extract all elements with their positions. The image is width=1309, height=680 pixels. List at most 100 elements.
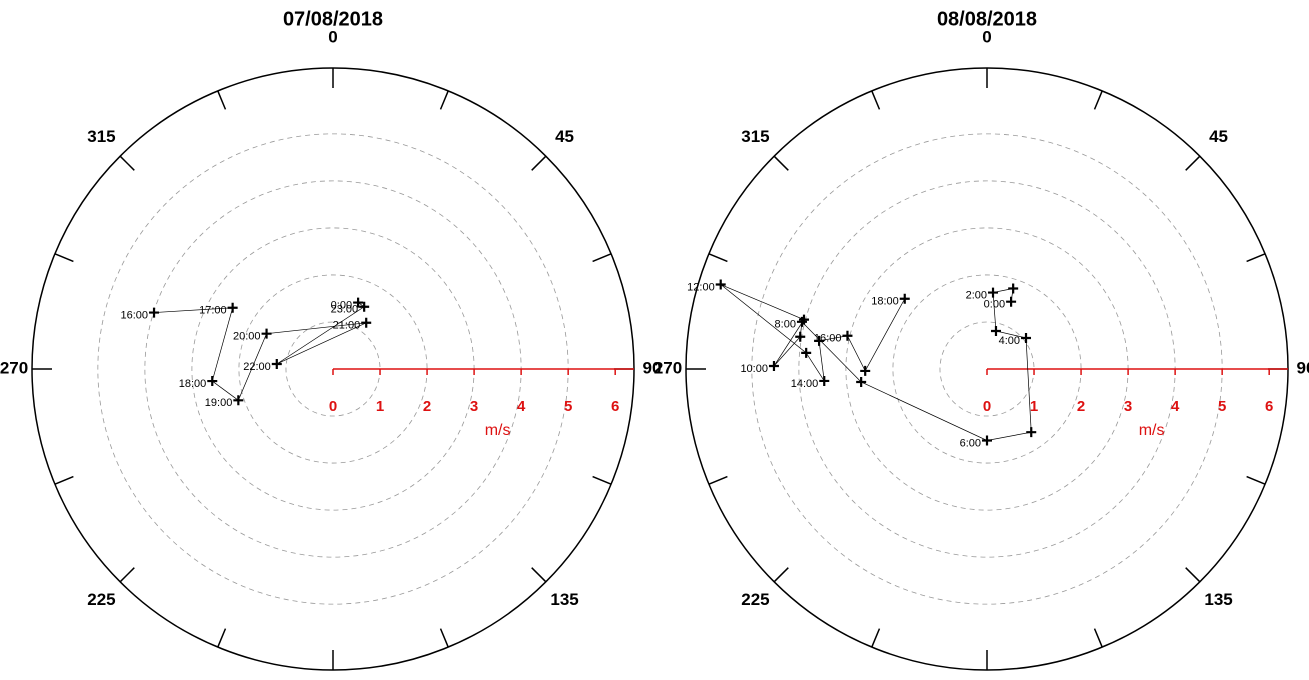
point bbox=[1008, 283, 1019, 294]
point bbox=[814, 335, 825, 346]
point bbox=[856, 377, 867, 388]
angle-label: 315 bbox=[87, 127, 115, 146]
r-tick-label: 1 bbox=[1030, 398, 1038, 415]
r-axis-label: m/s bbox=[485, 422, 511, 439]
outer-tick bbox=[773, 567, 789, 583]
outer-tick bbox=[773, 155, 789, 171]
outer-tick bbox=[531, 155, 547, 171]
point-label: 20:00 bbox=[233, 331, 261, 343]
outer-tick bbox=[1093, 90, 1103, 110]
point-label: 16:00 bbox=[814, 333, 842, 345]
point-label: 6:00 bbox=[960, 437, 981, 449]
angle-label: 315 bbox=[741, 127, 769, 146]
point bbox=[796, 316, 807, 327]
point bbox=[988, 287, 999, 298]
r-tick-label: 2 bbox=[423, 398, 431, 415]
point-label: 14:00 bbox=[791, 378, 819, 390]
point-label: 21:00 bbox=[333, 320, 361, 332]
chart-title: 07/08/2018 bbox=[283, 8, 383, 30]
point bbox=[361, 317, 372, 328]
point bbox=[271, 358, 282, 369]
outer-tick bbox=[217, 628, 227, 648]
r-tick-label: 4 bbox=[517, 398, 526, 415]
point-label: 8:00 bbox=[775, 319, 796, 331]
outer-tick bbox=[592, 253, 612, 263]
r-tick-label: 6 bbox=[1265, 398, 1273, 415]
angle-label: 135 bbox=[550, 590, 578, 609]
point bbox=[359, 301, 370, 312]
outer-tick bbox=[1246, 253, 1266, 263]
point bbox=[1021, 332, 1032, 343]
outer-tick bbox=[54, 475, 74, 485]
angle-label: 90 bbox=[1297, 358, 1309, 377]
angle-label: 225 bbox=[87, 590, 115, 609]
point bbox=[842, 330, 853, 341]
point-label: 10:00 bbox=[740, 363, 768, 375]
point bbox=[227, 302, 238, 313]
r-tick-label: 0 bbox=[329, 398, 337, 415]
outer-tick bbox=[871, 628, 881, 648]
outer-tick bbox=[119, 155, 135, 171]
point bbox=[353, 297, 364, 308]
point bbox=[207, 376, 218, 387]
point-label: 18:00 bbox=[179, 378, 207, 390]
outer-tick bbox=[1185, 567, 1201, 583]
r-tick-label: 3 bbox=[1124, 398, 1132, 415]
point bbox=[795, 331, 806, 342]
r-tick-label: 5 bbox=[1218, 398, 1226, 415]
point-label: 22:00 bbox=[243, 361, 271, 373]
angle-label: 270 bbox=[654, 358, 682, 377]
outer-tick bbox=[1185, 155, 1201, 171]
angle-label: 45 bbox=[555, 127, 574, 146]
point-label: 0:00 bbox=[331, 299, 352, 311]
angle-label: 135 bbox=[1204, 590, 1232, 609]
outer-tick bbox=[708, 475, 728, 485]
r-tick-label: 3 bbox=[470, 398, 478, 415]
outer-tick bbox=[119, 567, 135, 583]
point bbox=[819, 375, 830, 386]
point-label: 4:00 bbox=[999, 335, 1020, 347]
point-label: 16:00 bbox=[120, 309, 148, 321]
point bbox=[982, 435, 992, 446]
r-tick-label: 2 bbox=[1077, 398, 1085, 415]
point-label: 19:00 bbox=[205, 397, 233, 409]
point bbox=[801, 347, 812, 358]
point bbox=[1026, 427, 1037, 438]
point bbox=[860, 365, 871, 376]
r-tick-label: 5 bbox=[564, 398, 572, 415]
angle-label: 45 bbox=[1209, 127, 1228, 146]
r-tick-label: 0 bbox=[983, 398, 991, 415]
r-tick-label: 6 bbox=[611, 398, 619, 415]
point-label: 18:00 bbox=[871, 296, 899, 308]
outer-tick bbox=[439, 628, 449, 648]
r-tick-label: 1 bbox=[376, 398, 384, 415]
angle-label: 0 bbox=[328, 27, 337, 46]
r-tick-label: 4 bbox=[1171, 398, 1180, 415]
angle-label: 270 bbox=[0, 358, 28, 377]
point bbox=[261, 328, 272, 339]
outer-tick bbox=[439, 90, 449, 110]
point-label: 0:00 bbox=[984, 299, 1005, 311]
outer-tick bbox=[531, 567, 547, 583]
outer-tick bbox=[1246, 475, 1266, 485]
point bbox=[990, 326, 1001, 337]
r-axis-label: m/s bbox=[1139, 422, 1165, 439]
point-label: 17:00 bbox=[199, 305, 227, 317]
point bbox=[233, 395, 244, 406]
point bbox=[1006, 296, 1017, 307]
angle-label: 90 bbox=[643, 358, 662, 377]
angle-label: 0 bbox=[982, 27, 991, 46]
outer-tick bbox=[217, 90, 227, 110]
outer-tick bbox=[708, 253, 728, 263]
outer-tick bbox=[871, 90, 881, 110]
angle-label: 225 bbox=[741, 590, 769, 609]
outer-tick bbox=[592, 475, 612, 485]
outer-tick bbox=[1093, 628, 1103, 648]
point bbox=[149, 307, 160, 318]
point bbox=[799, 314, 810, 325]
point-label: 23:00 bbox=[331, 304, 359, 316]
point-label: 2:00 bbox=[966, 289, 987, 301]
point bbox=[899, 293, 910, 304]
chart-title: 08/08/2018 bbox=[937, 8, 1037, 30]
